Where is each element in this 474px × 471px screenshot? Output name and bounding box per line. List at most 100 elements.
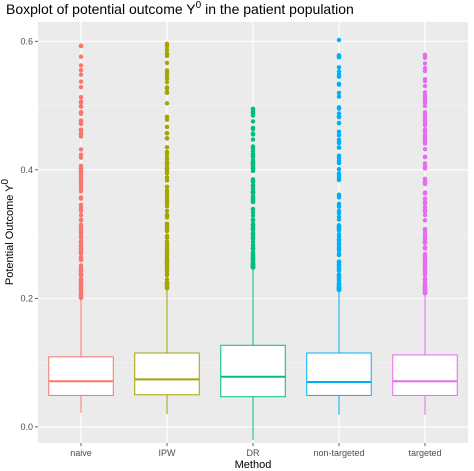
outlier-point (422, 113, 428, 118)
box-body (48, 356, 114, 396)
box-body (134, 352, 200, 396)
box-targeted (392, 52, 458, 415)
y-tick-label: 0.6 (20, 36, 33, 46)
outlier-point (422, 246, 428, 251)
outlier-point (164, 277, 170, 282)
outlier-point (336, 262, 342, 267)
x-tick-label: non-targeted (313, 448, 364, 458)
y-tick-label: 0.2 (20, 293, 33, 303)
outlier-point (164, 68, 170, 73)
outlier-point (422, 201, 428, 206)
box-non-targeted (306, 37, 372, 415)
outlier-point (336, 74, 342, 79)
outlier-point (250, 210, 256, 215)
outlier-point (336, 275, 342, 280)
outlier-point (78, 217, 84, 222)
outlier-point (336, 140, 342, 146)
outlier-point (336, 217, 342, 222)
outlier-point (422, 55, 428, 61)
outlier-point (78, 202, 84, 207)
outlier-point (78, 79, 84, 84)
outlier-point (336, 167, 342, 172)
y-tick-label: 0.0 (20, 422, 33, 432)
box-IPW (134, 41, 200, 415)
outlier-point (422, 132, 428, 138)
outlier-point (250, 207, 256, 212)
outlier-point (336, 120, 342, 126)
outlier-point (336, 248, 342, 253)
y-axis: 0.0 0.2 0.4 0.6 (20, 36, 38, 432)
outlier-point (78, 265, 84, 271)
x-axis: naive IPW DR non-targeted targeted (70, 443, 442, 458)
box-DR (220, 106, 286, 440)
box-group (48, 37, 458, 440)
outlier-point (336, 287, 342, 292)
outlier-point (336, 65, 342, 70)
outlier-point (336, 208, 342, 214)
outlier-point (164, 184, 170, 190)
outlier-point (164, 193, 170, 198)
outlier-point (422, 204, 428, 209)
box-body (306, 352, 372, 396)
outlier-point (336, 132, 342, 138)
outlier-point (422, 139, 428, 144)
outlier-point (250, 231, 256, 237)
outlier-point (78, 279, 84, 284)
outlier-point (250, 252, 256, 258)
outlier-point (78, 155, 84, 160)
outlier-point (336, 251, 342, 256)
outlier-point (164, 79, 170, 85)
outlier-point (336, 106, 342, 111)
outlier-point (78, 229, 84, 234)
outlier-point (422, 227, 428, 232)
outlier-point (78, 169, 84, 174)
outlier-point (164, 145, 170, 150)
outlier-point (250, 239, 256, 245)
outlier-point (422, 191, 428, 196)
x-tick-label: IPW (159, 448, 177, 458)
outlier-point (250, 256, 256, 261)
outlier-point (250, 194, 256, 199)
outlier-point (164, 242, 170, 248)
outlier-point (422, 257, 428, 262)
outlier-point (422, 123, 428, 128)
outlier-point (78, 99, 84, 104)
outlier-point (250, 183, 256, 188)
outlier-point (164, 239, 170, 244)
outlier-point (250, 186, 256, 192)
outlier-point (78, 127, 84, 132)
outlier-point (164, 131, 170, 136)
outlier-point (422, 61, 428, 66)
outlier-point (164, 259, 170, 265)
outlier-point (422, 161, 428, 166)
x-tick-label: DR (247, 448, 260, 458)
outlier-point (164, 90, 170, 95)
outlier-point (250, 178, 256, 183)
outlier-point (78, 95, 84, 100)
outlier-point (336, 82, 342, 87)
outlier-point (336, 234, 342, 239)
outlier-point (164, 271, 170, 276)
outlier-point (78, 179, 84, 184)
outlier-point (78, 43, 84, 48)
outlier-point (422, 78, 428, 84)
outlier-point (164, 47, 170, 52)
outlier-point (422, 234, 428, 239)
outlier-point (250, 119, 256, 124)
outlier-point (78, 295, 84, 300)
outlier-point (78, 63, 84, 68)
outlier-point (250, 189, 256, 195)
outlier-point (164, 227, 170, 233)
outlier-point (336, 268, 342, 273)
outlier-point (422, 118, 428, 124)
outlier-point (78, 131, 84, 137)
y-tick-label: 0.4 (20, 165, 33, 175)
chart-title: Boxplot of potential outcome Y0 in the p… (6, 0, 354, 17)
outlier-point (78, 244, 84, 249)
outlier-point (336, 137, 342, 142)
outlier-point (250, 144, 256, 149)
outlier-point (78, 239, 84, 244)
x-axis-label: Method (235, 459, 272, 471)
outlier-point (422, 265, 428, 270)
